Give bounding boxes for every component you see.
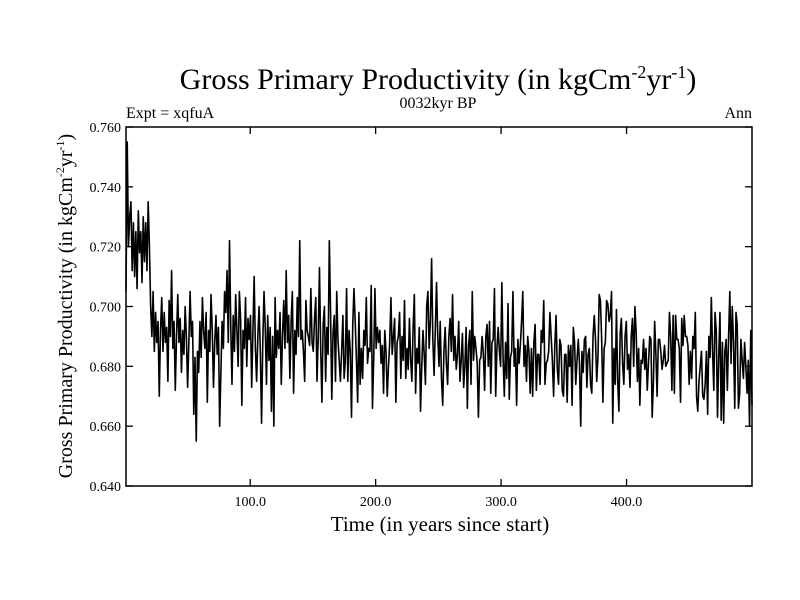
x-tick-label: 100.0 xyxy=(234,495,266,510)
y-tick-label: 0.740 xyxy=(90,181,122,196)
period-label: 0032kyr BP xyxy=(400,95,477,112)
y-tick-label: 0.720 xyxy=(90,241,122,256)
gpp-series-line xyxy=(125,141,753,442)
x-axis: 100.0 200.0 300.0 400.0 xyxy=(234,127,642,510)
experiment-label: Expt = xqfuA xyxy=(126,105,215,122)
y-tick-label: 0.760 xyxy=(90,121,122,136)
x-tick-label: 200.0 xyxy=(360,495,392,510)
y-tick-label: 0.660 xyxy=(90,420,122,435)
y-tick-label: 0.680 xyxy=(90,360,122,375)
y-axis: 0.640 0.660 0.680 0.700 0.720 0.740 0.760 xyxy=(90,121,752,495)
x-tick-label: 300.0 xyxy=(485,495,517,510)
chart-title: Gross Primary Productivity (in kgCm-2yr-… xyxy=(180,62,697,96)
y-tick-label: 0.640 xyxy=(90,480,122,495)
plot-frame xyxy=(125,126,753,487)
x-axis-label: Time (in years since start) xyxy=(331,512,550,536)
x-tick-label: 400.0 xyxy=(611,495,643,510)
season-label: Ann xyxy=(724,105,752,122)
y-tick-label: 0.700 xyxy=(90,301,122,316)
y-axis-label: Gross Primary Productivity (in kgCm-2yr-… xyxy=(53,134,77,478)
